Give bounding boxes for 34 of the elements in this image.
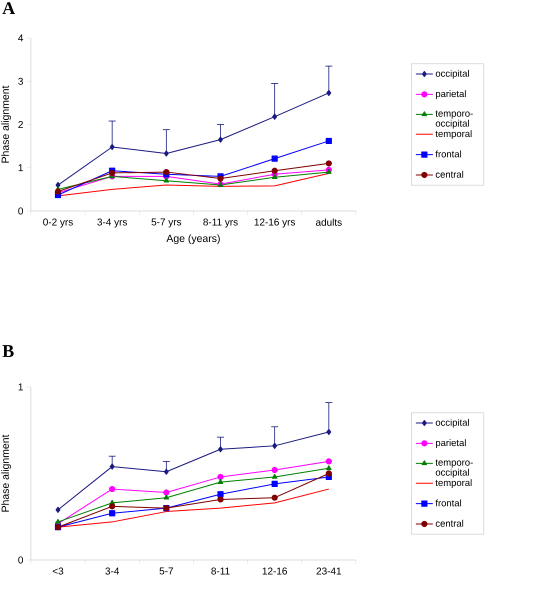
chart-title: B	[2, 345, 14, 357]
x-axis-title: Age (years)	[166, 234, 220, 244]
y-tick-label: 0	[18, 207, 24, 215]
y-tick-label: 1	[18, 384, 23, 390]
legend-label: frontal	[436, 150, 462, 158]
x-tick-label: 8-11	[211, 568, 230, 575]
x-tick-label: 0-2 yrs	[43, 218, 73, 228]
legend-label: central	[436, 520, 464, 527]
chart-title: A	[2, 2, 16, 14]
x-tick-label: adults	[316, 218, 342, 226]
legend-label: parietal	[436, 90, 466, 100]
y-axis-title: Phase alignment	[1, 86, 12, 163]
y-tick-label: 2	[18, 121, 23, 128]
y-tick-label: 0	[18, 556, 24, 564]
legend-label: temporal	[436, 479, 472, 488]
y-axis-title: Phase alignment	[1, 434, 12, 512]
x-tick-label: 12-16	[262, 568, 287, 575]
x-tick-label: 8-11 yrs	[203, 218, 238, 228]
legend-label: frontal	[436, 499, 462, 506]
y-tick-label: 3	[18, 78, 23, 85]
x-tick-label: 23-41	[316, 568, 342, 575]
x-tick-label: 3-4	[105, 568, 120, 575]
legend-label: parietal	[436, 439, 466, 448]
x-tick-label: 5-7 yrs	[152, 218, 182, 228]
y-tick-label: 1	[18, 164, 23, 172]
legend-label: occipital	[436, 418, 469, 428]
x-tick-label: 5-7	[160, 568, 174, 574]
x-tick-label: <3	[52, 568, 64, 575]
legend-label: occipital	[436, 70, 469, 79]
legend-label: central	[436, 170, 464, 178]
x-tick-label: 12-16 yrs	[254, 218, 296, 228]
legend-label: temporal	[436, 130, 472, 139]
x-tick-label: 3-4 yrs	[97, 218, 128, 228]
y-tick-label: 4	[18, 34, 24, 42]
